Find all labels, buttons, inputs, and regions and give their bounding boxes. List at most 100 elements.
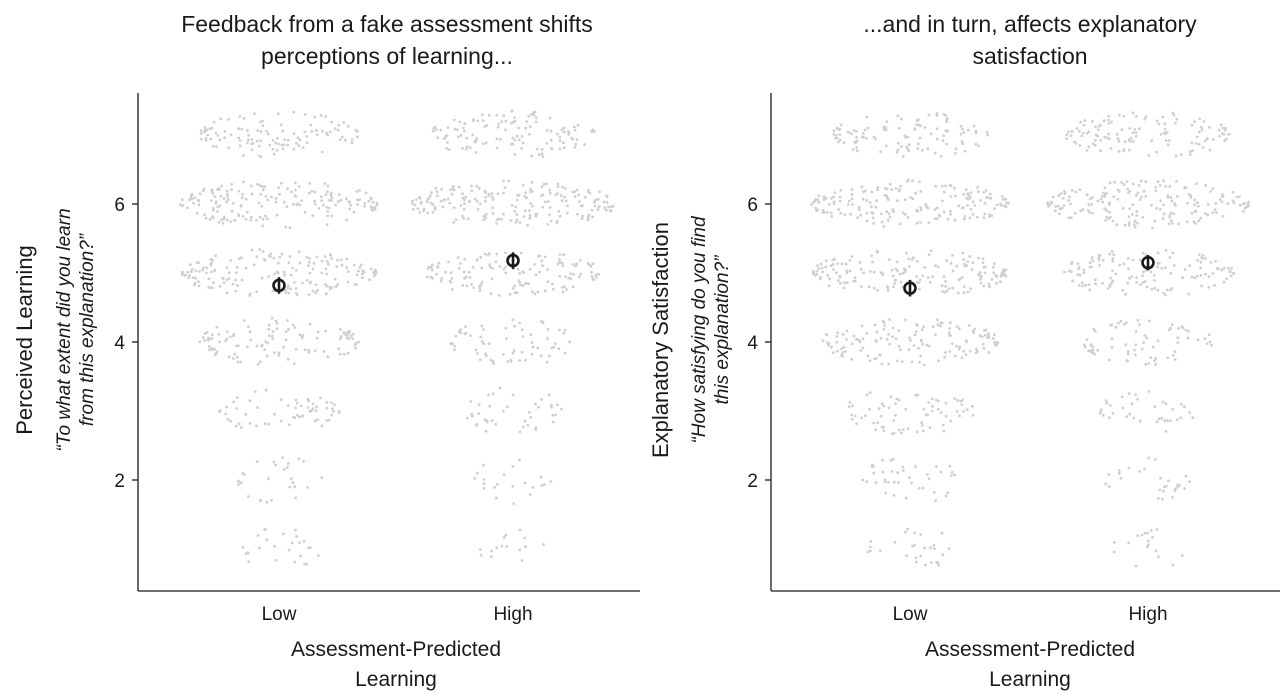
data-point [325,406,329,410]
data-point [1151,536,1154,539]
data-point [337,347,341,351]
data-point [1183,405,1186,408]
data-point [1117,150,1121,153]
data-point [917,123,921,127]
data-point [899,184,902,188]
data-point [857,208,861,212]
data-point [1063,190,1066,193]
data-point [413,203,417,207]
data-point [1093,352,1096,356]
data-point [993,341,996,344]
data-point [880,220,884,224]
data-point [941,321,944,325]
data-point [483,252,487,256]
data-point [1196,204,1200,208]
data-point [907,265,911,268]
data-point [900,360,904,363]
data-point [832,129,836,133]
data-point [518,548,521,552]
data-point [435,190,439,194]
data-point [948,321,952,325]
data-point [316,330,320,334]
data-point [226,198,230,202]
data-point [338,337,342,341]
data-point [923,126,927,129]
data-point [844,262,848,266]
data-point [913,333,917,337]
data-point [1125,415,1129,419]
data-point [359,263,363,267]
data-point [346,351,350,355]
data-point [369,197,373,201]
data-point [588,191,592,195]
data-point [506,360,509,363]
data-point [457,267,461,270]
data-point [294,398,298,402]
data-point [277,186,280,190]
data-point [1147,362,1151,365]
data-point [897,398,901,402]
data-point [981,342,985,346]
data-point [537,254,540,258]
data-point [1065,133,1069,137]
data-point [865,480,869,484]
data-point [1124,321,1128,325]
data-point [902,428,905,431]
data-point [302,459,305,463]
data-point [198,270,201,273]
data-point [1112,550,1116,554]
data-point [1193,203,1196,207]
data-point [1127,223,1131,227]
data-point [579,272,583,276]
data-point [874,338,878,342]
data-point [1232,201,1236,205]
data-point [236,284,239,287]
data-point [293,485,297,489]
data-point [990,278,994,281]
data-point [1093,329,1097,333]
data-point [330,413,333,417]
data-point [235,424,238,428]
data-point [580,217,584,221]
data-point [875,199,878,203]
data-point [220,218,224,222]
data-point [976,350,979,353]
data-point [1094,282,1097,286]
data-point [518,430,522,434]
data-point [900,117,903,121]
data-point [281,129,284,133]
data-point [914,465,917,469]
data-point [573,195,577,199]
data-point [896,471,900,475]
data-point [1120,395,1124,399]
data-point [895,397,899,401]
data-point [358,266,362,269]
data-point [1203,139,1207,143]
data-point [513,324,516,328]
data-point [261,188,265,192]
data-point [865,211,869,215]
data-point [1156,261,1160,265]
data-point [955,409,959,413]
data-point [1111,269,1114,272]
data-point [1156,339,1160,343]
data-point [995,281,998,285]
data-point [237,479,240,483]
data-point [1212,138,1215,142]
data-point [556,182,560,186]
data-point [543,255,547,259]
data-point [324,292,328,296]
data-point [1121,207,1125,210]
data-point [523,536,526,540]
data-point [1060,206,1064,210]
data-point [1091,120,1094,123]
data-point [459,328,463,331]
data-point [906,135,910,139]
data-point [894,337,898,341]
data-point [1231,190,1235,194]
data-point [459,331,462,335]
data-point [1106,287,1110,290]
data-point [253,112,256,116]
data-point [282,468,286,471]
data-point [448,201,452,205]
